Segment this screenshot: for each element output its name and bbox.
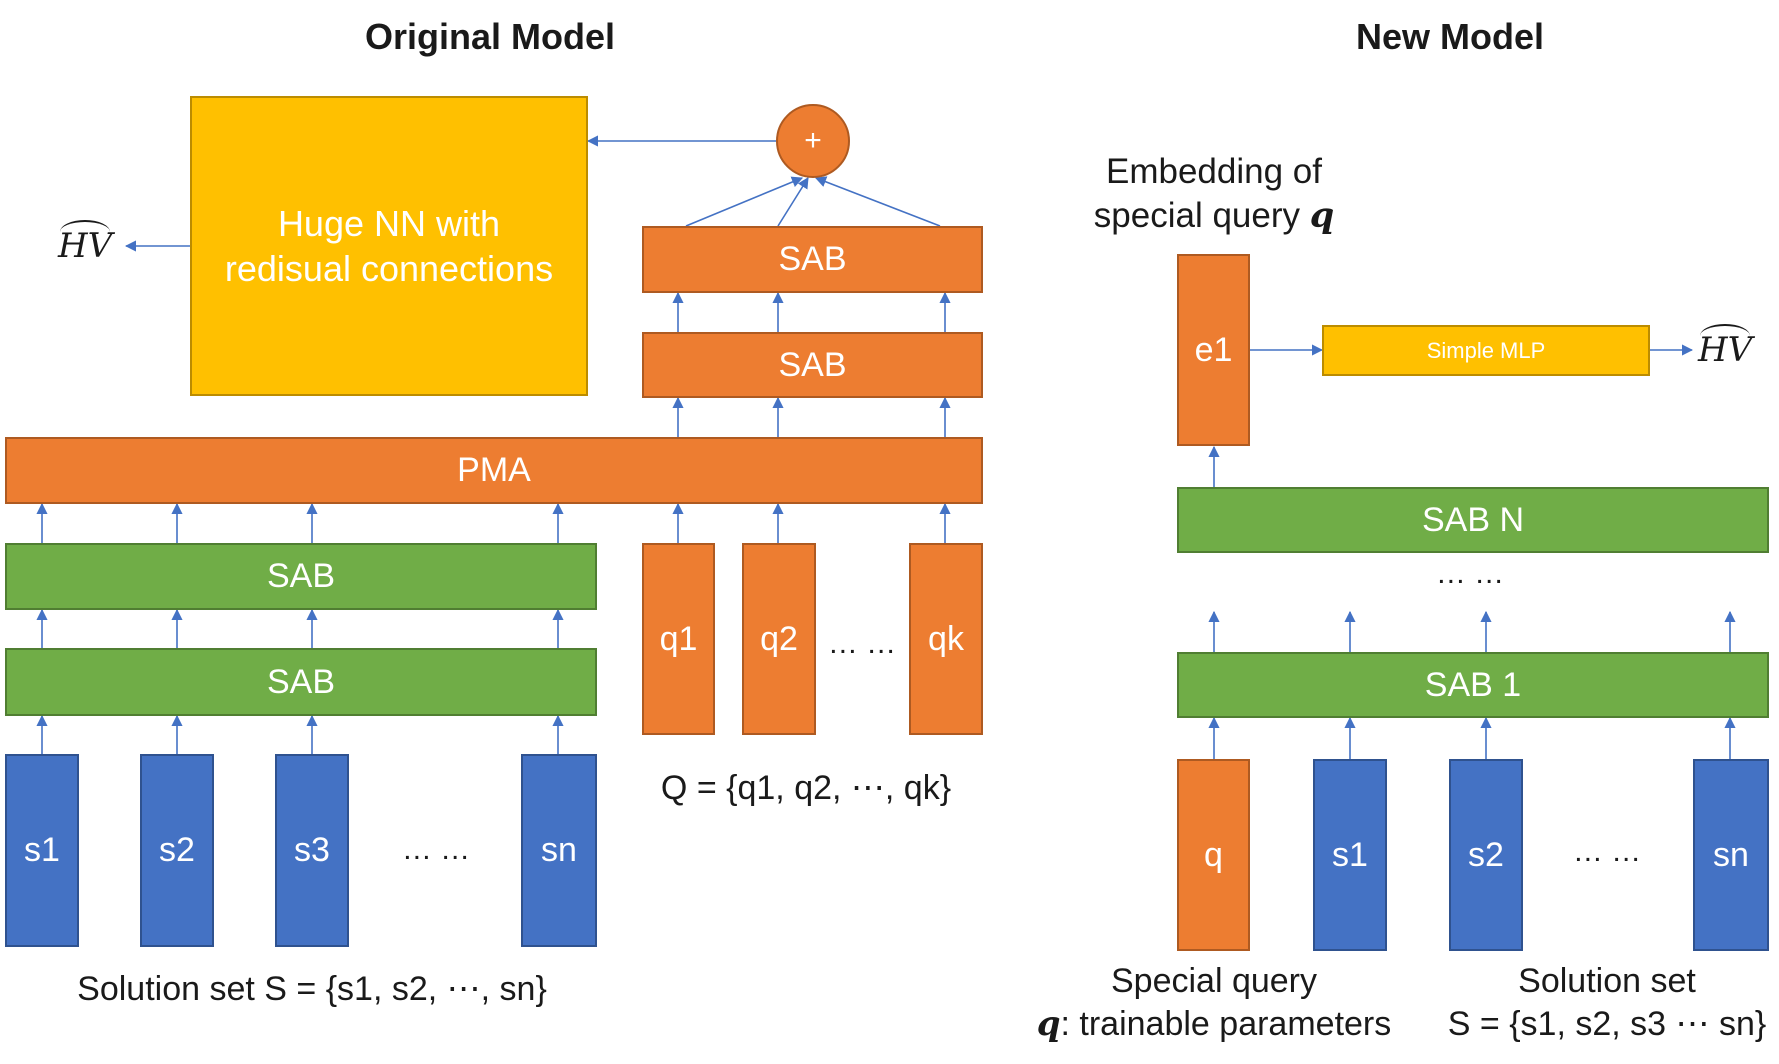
inputs-ellipsis: … … xyxy=(1572,835,1642,868)
query-q2: q2 xyxy=(742,543,816,735)
input-s2: s2 xyxy=(1449,759,1523,951)
sab-1-box: SAB 1 xyxy=(1177,652,1769,718)
solution-s2: s2 xyxy=(140,754,214,947)
sab-orange-top: SAB xyxy=(642,226,983,293)
new-solution-set-label: Solution set S = {s1, s2, s3 ⋯ sn} xyxy=(1447,962,1767,1043)
query-qk: qk xyxy=(909,543,983,735)
solutions-ellipsis: … … xyxy=(401,833,471,866)
sab-green-bottom: SAB xyxy=(5,648,597,716)
huge-nn-box: Huge NN with redisual connections xyxy=(190,96,588,396)
queries-ellipsis: … … xyxy=(827,627,897,660)
input-s1: s1 xyxy=(1313,759,1387,951)
simple-mlp-box: Simple MLP xyxy=(1322,325,1650,376)
embedding-e1: e1 xyxy=(1177,254,1250,446)
original-model-title: Original Model xyxy=(364,16,616,57)
solution-set-label: Solution set S = {s1, s2, ⋯, sn} xyxy=(77,970,547,1008)
input-sn: sn xyxy=(1693,759,1769,951)
sab-middle-ellipsis: … … xyxy=(1435,557,1505,590)
special-query-label: Special query q: trainable parameters xyxy=(1036,962,1392,1044)
plus-node: + xyxy=(776,104,850,178)
input-special-query: q xyxy=(1177,759,1250,951)
hv-output-new: HV xyxy=(1698,324,1753,370)
sab-n-box: SAB N xyxy=(1177,487,1769,553)
query-q1: q1 xyxy=(642,543,715,735)
query-set-label: Q = {q1, q2, ⋯, qk} xyxy=(660,769,952,807)
solution-sn: sn xyxy=(521,754,597,947)
solution-s3: s3 xyxy=(275,754,349,947)
sab-orange-middle: SAB xyxy=(642,332,983,398)
pma-box: PMA xyxy=(5,437,983,504)
hv-output-original: HV xyxy=(58,220,113,266)
new-model-title: New Model xyxy=(1355,16,1545,57)
solution-s1: s1 xyxy=(5,754,79,947)
embedding-label: Embedding of special query q xyxy=(1093,152,1335,236)
sab-green-top: SAB xyxy=(5,543,597,610)
